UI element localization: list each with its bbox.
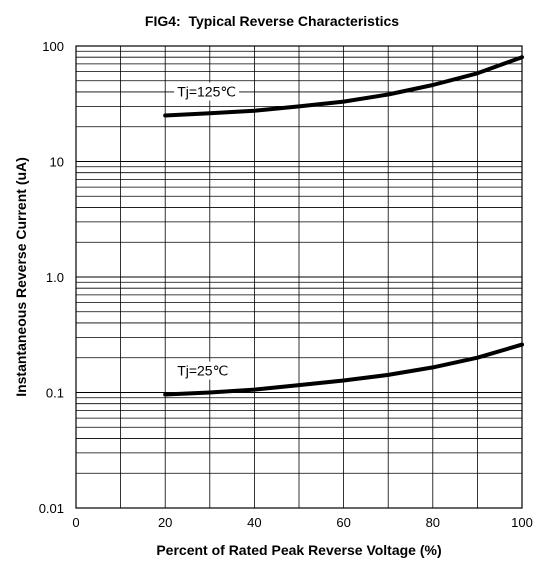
y-tick-label: 0.1 <box>46 386 64 401</box>
series-layer: Tj=125℃ Tj=25℃ <box>163 55 524 397</box>
series-label-background <box>174 361 232 380</box>
grid <box>76 46 522 508</box>
x-tick-label: 40 <box>247 515 261 530</box>
x-tick-label: 100 <box>511 515 533 530</box>
y-axis-label: Instantaneous Reverse Current (uA) <box>13 157 29 397</box>
x-tick-label: 20 <box>158 515 172 530</box>
x-tick-label: 80 <box>426 515 440 530</box>
chart-title: FIG4: Typical Reverse Characteristics <box>145 13 399 29</box>
y-tick-label: 10 <box>50 155 64 170</box>
y-tick-label: 1.0 <box>46 270 64 285</box>
y-tick-label: 100 <box>42 39 64 54</box>
tick-labels: 0 20 40 60 80 100 0.01 0.1 1.0 10 100 <box>39 39 533 530</box>
x-axis-label: Percent of Rated Peak Reverse Voltage (%… <box>156 542 441 558</box>
series-line-tj25 <box>163 342 524 397</box>
y-tick-label: 0.01 <box>39 501 64 516</box>
x-tick-label: 0 <box>72 515 79 530</box>
plot-frame <box>75 45 523 509</box>
x-tick-label: 60 <box>336 515 350 530</box>
series-label-background <box>174 82 240 101</box>
series-label-tj25: Tj=25℃ <box>177 363 228 379</box>
series-line-tj125 <box>163 55 524 118</box>
series-label-tj125: Tj=125℃ <box>177 84 236 100</box>
